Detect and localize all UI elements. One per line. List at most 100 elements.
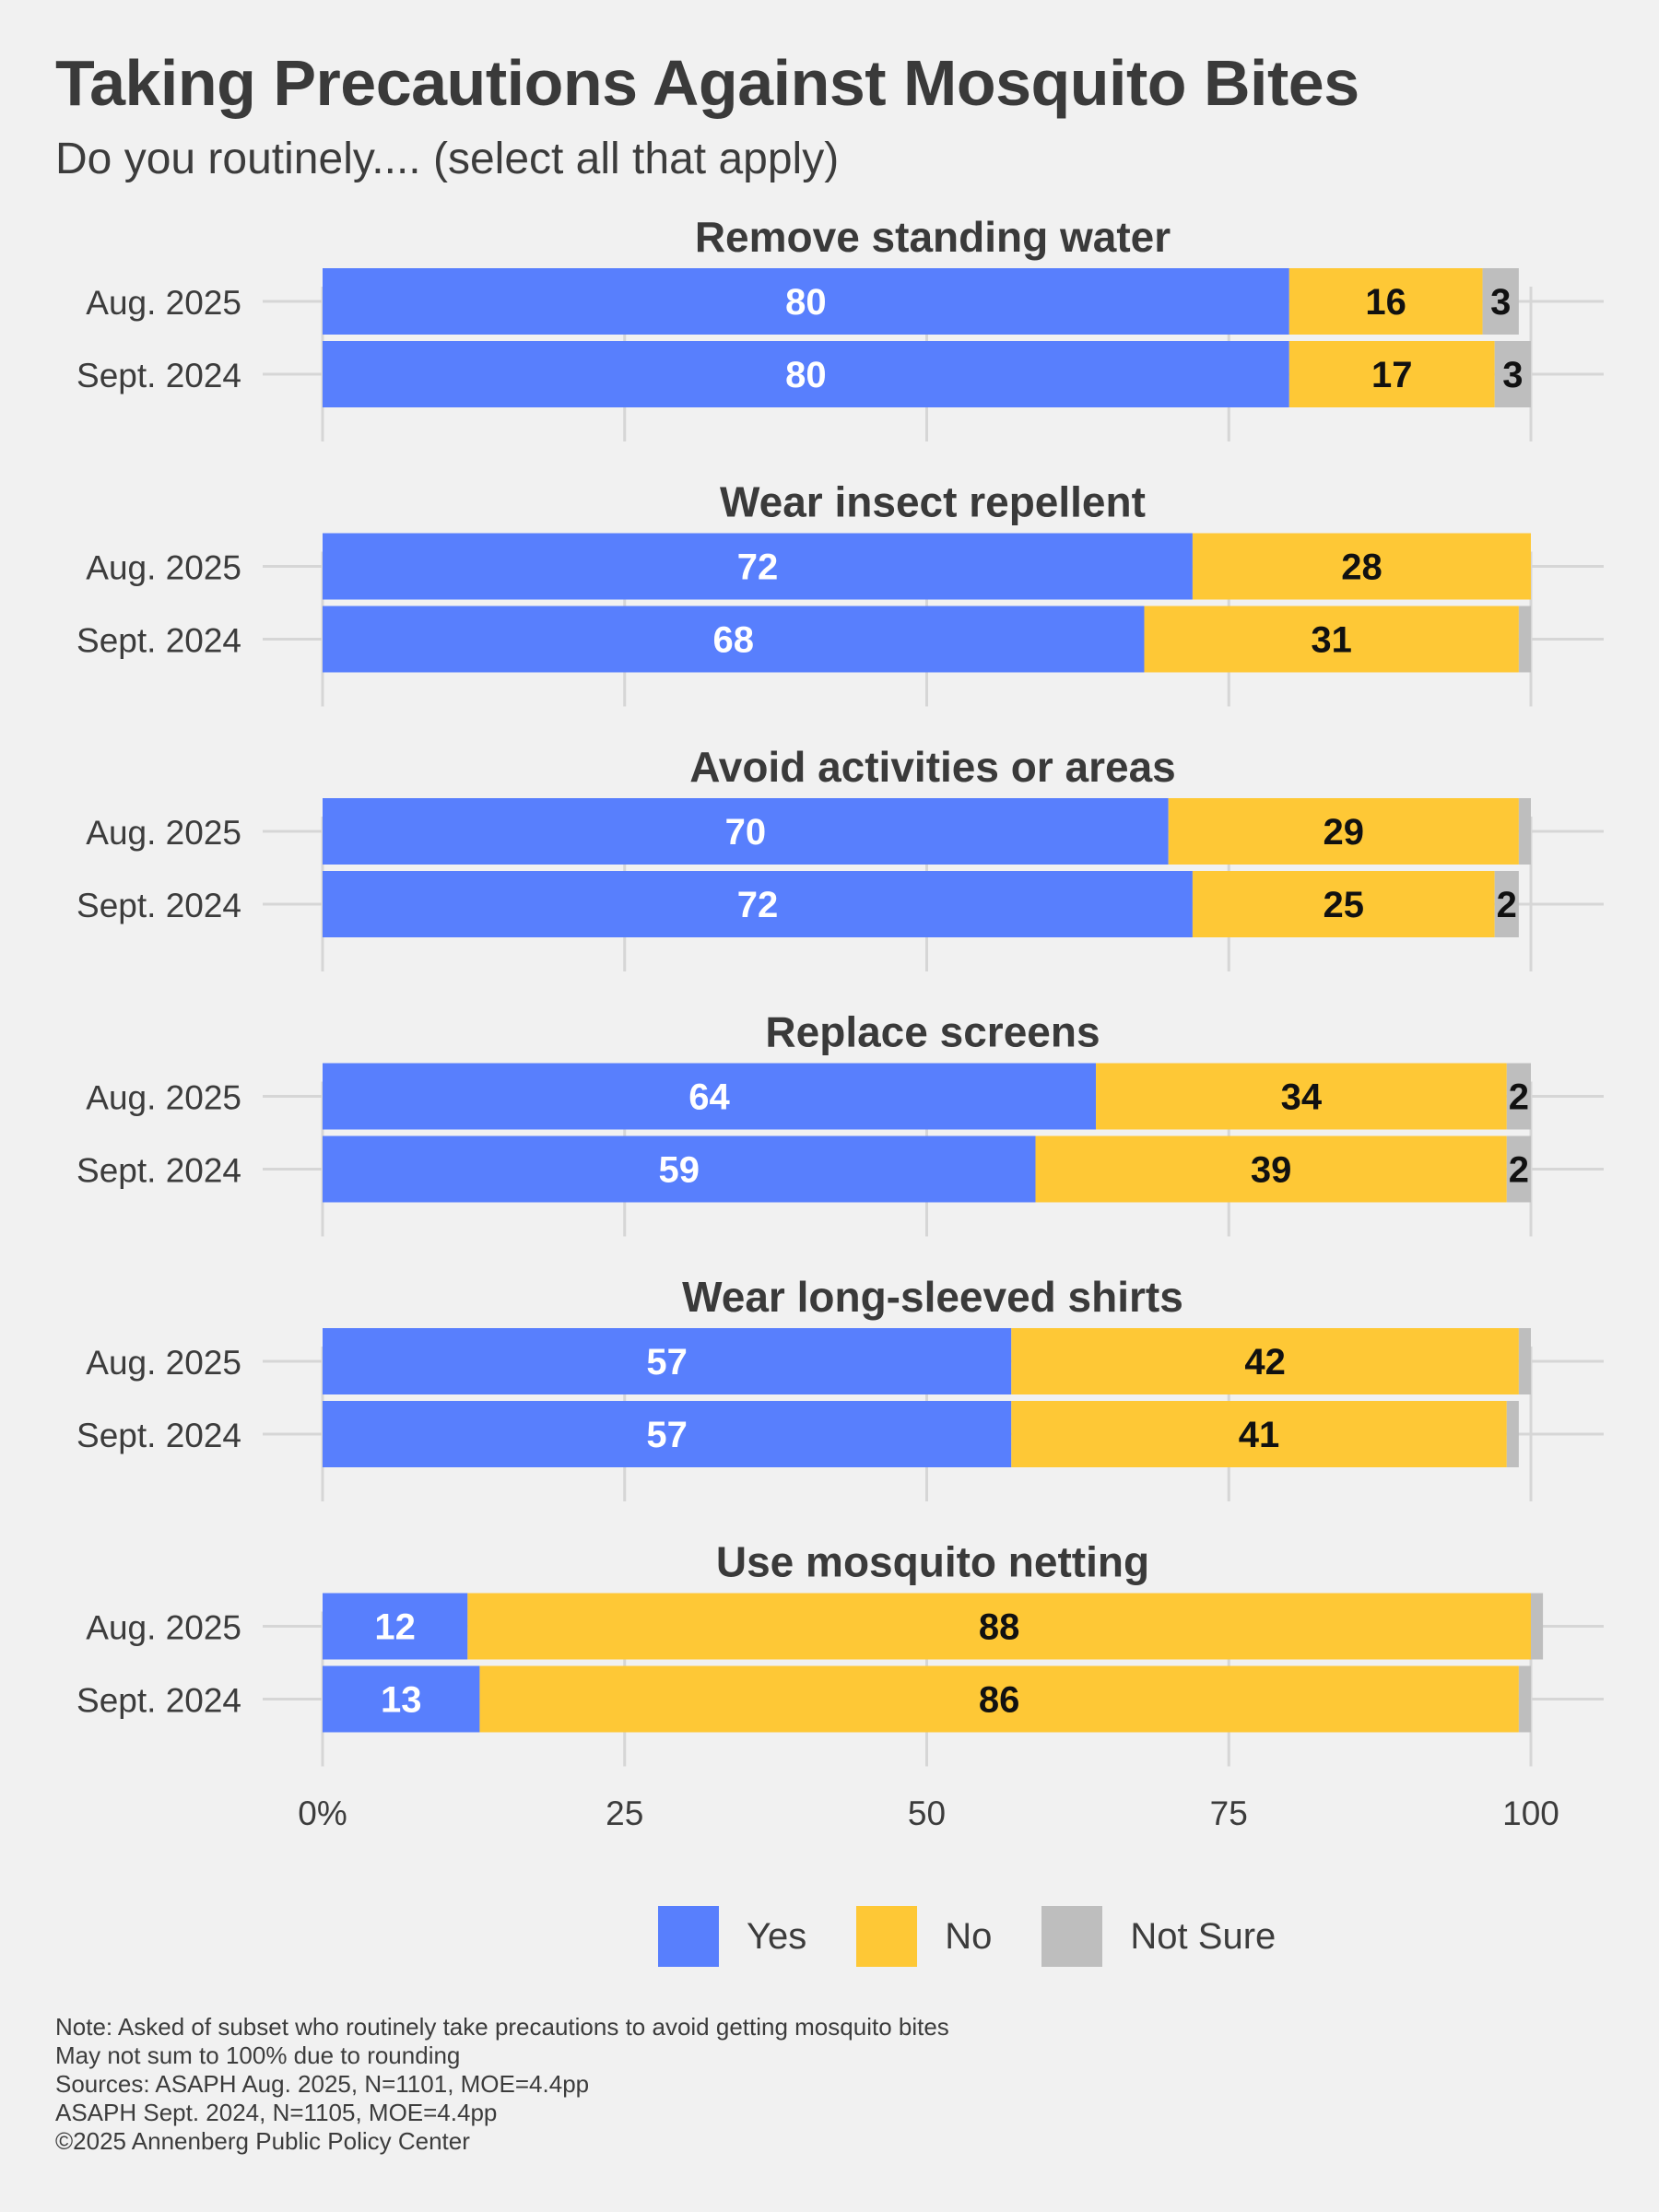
bar-segment-no [1011, 1328, 1519, 1394]
data-label: 41 [1239, 1415, 1280, 1455]
bar-segment-no [1144, 606, 1519, 673]
bar-segment-no [1011, 1401, 1507, 1467]
row-label: Aug. 2025 [86, 284, 241, 322]
legend-item-not-sure: Not Sure [1041, 1906, 1276, 1967]
data-label: 25 [1324, 885, 1365, 925]
chart-panel: Use mosquito netting Aug. 2025 12 88 Sept. 2… [76, 1538, 1604, 1767]
data-label: 29 [1324, 812, 1365, 853]
data-label: 70 [725, 812, 767, 853]
row-label: Sept. 2024 [76, 1682, 241, 1720]
bar-segment-no [1192, 871, 1495, 937]
data-label: 3 [1490, 282, 1511, 323]
bar-segment-yes [323, 1135, 1036, 1203]
data-label: 16 [1365, 282, 1406, 323]
bar-segment-no [1288, 268, 1483, 335]
chart-panel: Wear insect repellent Aug. 2025 72 28 Sept. … [76, 478, 1604, 707]
data-label: 72 [737, 547, 779, 588]
chart-subtitle: Do you routinely.... (select all that ap… [55, 135, 840, 183]
bar-segment-yes [323, 341, 1289, 407]
row-label: Sept. 2024 [76, 887, 241, 924]
bar-segment-no [1035, 1135, 1507, 1203]
chart-panel: Avoid activities or areas Aug. 2025 70 29 Se… [76, 743, 1604, 971]
chart-notes: Note: Asked of subset who routinely take… [55, 2013, 949, 2156]
chart-panel: Wear long-sleeved shirts Aug. 2025 57 42 Sep… [76, 1273, 1604, 1501]
x-tick-label: 100 [1502, 1794, 1559, 1832]
row-label: Aug. 2025 [86, 549, 241, 587]
bar-segment-yes [323, 798, 1169, 865]
row-label: Sept. 2024 [76, 622, 241, 660]
bar-segment-yes [323, 871, 1193, 937]
data-label: 57 [646, 1415, 688, 1455]
data-label: 3 [1502, 355, 1523, 395]
legend-swatch-no [856, 1906, 918, 1967]
data-label: 57 [646, 1342, 688, 1382]
bar-segment-not-sure [1506, 1135, 1531, 1203]
legend-swatch-yes [658, 1906, 719, 1967]
data-label: 64 [688, 1077, 730, 1118]
legend-label-not-sure: Not Sure [1130, 1915, 1277, 1957]
bar-segment-not-sure [1506, 1063, 1531, 1130]
data-label: 59 [658, 1150, 700, 1191]
bar-segment-yes [323, 1593, 468, 1660]
legend-item-yes: Yes [658, 1906, 806, 1967]
panel-title: Replace screens [765, 1008, 1100, 1056]
bar-segment-no [1192, 533, 1531, 600]
note-line: ASAPH Sept. 2024, N=1105, MOE=4.4pp [55, 2099, 498, 2126]
bar-segment-not-sure [1518, 1665, 1531, 1733]
data-label: 31 [1311, 620, 1352, 661]
data-label: 17 [1371, 355, 1413, 395]
bar-segment-not-sure [1506, 1401, 1519, 1467]
bar-segment-not-sure [1518, 798, 1531, 865]
row-label: Sept. 2024 [76, 357, 241, 394]
legend-label-yes: Yes [747, 1915, 807, 1957]
legend-swatch-not-sure [1041, 1906, 1103, 1967]
chart-panel: Replace screens Aug. 2025 64 34 2 Sept. 2024 5… [76, 1008, 1604, 1237]
bar-segment-yes [323, 533, 1193, 600]
data-label: 2 [1509, 1150, 1529, 1191]
legend-label-no: No [945, 1915, 993, 1957]
data-label: 2 [1509, 1077, 1529, 1118]
note-line: Note: Asked of subset who routinely take… [55, 2013, 949, 2041]
bar-segment-no [1168, 798, 1519, 865]
panel-title: Avoid activities or areas [689, 743, 1176, 791]
row-label: Sept. 2024 [76, 1152, 241, 1190]
chart-panel: Remove standing water Aug. 2025 80 16 3 Sept.… [76, 213, 1604, 441]
bar-segment-yes [323, 268, 1289, 335]
bar-segment-yes [323, 606, 1145, 673]
bar-segment-not-sure [1494, 871, 1519, 937]
bar-segment-no [479, 1665, 1519, 1733]
data-label: 42 [1244, 1342, 1286, 1382]
row-label: Sept. 2024 [76, 1417, 241, 1454]
data-label: 39 [1251, 1150, 1292, 1191]
data-label: 72 [737, 885, 779, 925]
data-label: 88 [979, 1607, 1020, 1648]
data-label: 28 [1341, 547, 1382, 588]
bar-segment-no [1288, 341, 1495, 407]
note-line: May not sum to 100% due to rounding [55, 2041, 461, 2069]
row-label: Aug. 2025 [86, 1609, 241, 1647]
bar-segment-yes [323, 1665, 480, 1733]
panel-title: Remove standing water [695, 213, 1171, 261]
data-label: 86 [979, 1680, 1020, 1721]
chart-title: Taking Precautions Against Mosquito Bite… [55, 47, 1359, 119]
legend-item-no: No [856, 1906, 992, 1967]
note-line: Sources: ASAPH Aug. 2025, N=1101, MOE=4.… [55, 2070, 590, 2098]
bar-segment-not-sure [1482, 268, 1519, 335]
x-tick-label: 0% [298, 1794, 347, 1832]
row-label: Aug. 2025 [86, 814, 241, 852]
bar-segment-yes [323, 1063, 1097, 1130]
panel-title: Use mosquito netting [716, 1538, 1149, 1586]
panel-title: Wear long-sleeved shirts [682, 1273, 1183, 1321]
bar-segment-yes [323, 1328, 1012, 1394]
data-label: 80 [785, 282, 827, 323]
note-line: ©2025 Annenberg Public Policy Center [55, 2127, 470, 2155]
stacked-bar-chart: Remove standing water Aug. 2025 80 16 3 Sept.… [76, 213, 1604, 1832]
x-tick-label: 75 [1210, 1794, 1248, 1832]
bar-segment-no [1096, 1063, 1507, 1130]
data-label: 12 [374, 1607, 416, 1648]
bar-segment-not-sure [1518, 606, 1531, 673]
chart-legend: Yes No Not Sure [658, 1906, 1325, 1967]
data-label: 34 [1281, 1077, 1323, 1118]
row-label: Aug. 2025 [86, 1079, 241, 1117]
bar-segment-no [467, 1593, 1531, 1660]
